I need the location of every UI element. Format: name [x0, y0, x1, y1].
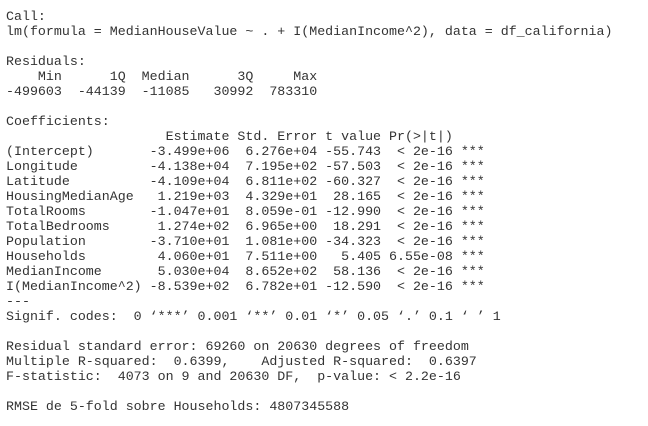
output-block: Coefficients: Estimate Std. Error t valu… [6, 114, 648, 324]
output-line: Estimate Std. Error t value Pr(>|t|) [6, 129, 485, 144]
output-line: Longitude -4.138e+04 7.195e+02 -57.503 <… [6, 159, 485, 174]
output-line: RMSE de 5-fold sobre Households: 4807345… [6, 399, 350, 414]
output-line: MedianIncome 5.030e+04 8.652e+02 58.136 … [6, 264, 485, 279]
output-line: Residuals: [6, 54, 86, 69]
output-line: HousingMedianAge 1.219e+03 4.329e+01 28.… [6, 189, 485, 204]
output-line: Population -3.710e+01 1.081e+00 -34.323 … [6, 234, 485, 249]
output-line: Min 1Q Median 3Q Max [6, 69, 326, 84]
output-line: TotalBedrooms 1.274e+02 6.965e+00 18.291… [6, 219, 485, 234]
output-block: Residual standard error: 69260 on 20630 … [6, 339, 648, 384]
output-line: Coefficients: [6, 114, 110, 129]
output-line: --- [6, 294, 30, 309]
output-line: (Intercept) -3.499e+06 6.276e+04 -55.743… [6, 144, 485, 159]
output-line: Latitude -4.109e+04 6.811e+02 -60.327 < … [6, 174, 485, 189]
output-line: Multiple R-squared: 0.6399, Adjusted R-s… [6, 354, 485, 369]
output-block: Call: lm(formula = MedianHouseValue ~ . +… [6, 9, 648, 39]
output-line: lm(formula = MedianHouseValue ~ . + I(Me… [6, 24, 613, 39]
output-line: Residual standard error: 69260 on 20630 … [6, 339, 469, 354]
output-line: -499603 -44139 -11085 30992 783310 [6, 84, 326, 99]
output-block: Residuals: Min 1Q Median 3Q Max -499603 … [6, 54, 648, 99]
output-line: Signif. codes: 0 ‘***’ 0.001 ‘**’ 0.01 ‘… [6, 309, 501, 324]
output-line: Call: [6, 9, 46, 24]
output-line: TotalRooms -1.047e+01 8.059e-01 -12.990 … [6, 204, 485, 219]
output-line: F-statistic: 4073 on 9 and 20630 DF, p-v… [6, 369, 461, 384]
output-line: I(MedianIncome^2) -8.539e+02 6.782e+01 -… [6, 279, 485, 294]
output-block: RMSE de 5-fold sobre Households: 4807345… [6, 399, 648, 414]
output-line: Households 4.060e+01 7.511e+00 5.405 6.5… [6, 249, 485, 264]
